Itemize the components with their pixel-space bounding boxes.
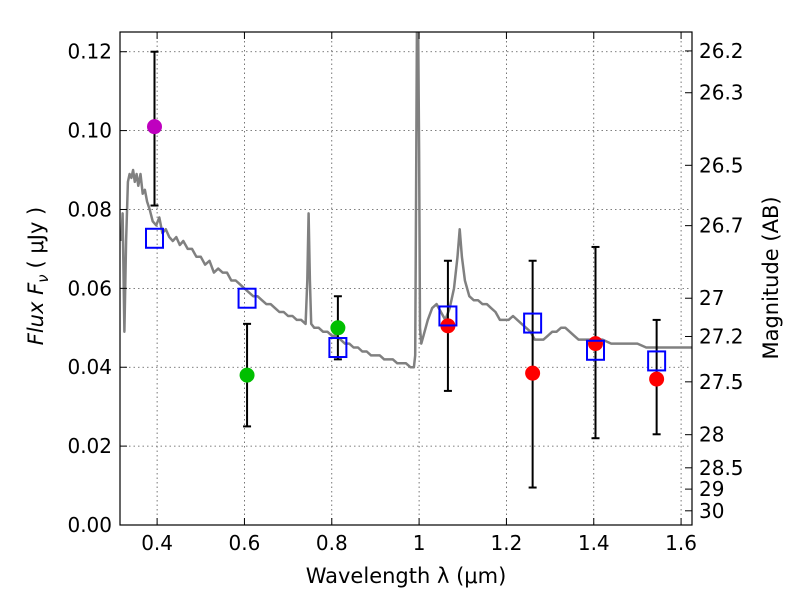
x-tick-label: 1.2 bbox=[491, 531, 523, 555]
observed-point bbox=[588, 336, 604, 352]
x-tick-label: 1.4 bbox=[578, 531, 610, 555]
synthetic-point bbox=[586, 339, 606, 361]
observed-points-layer bbox=[146, 119, 665, 387]
mag-tick-label: 26.3 bbox=[699, 81, 744, 105]
mag-tick-label: 29 bbox=[699, 477, 724, 501]
y-axis-title-main: Flux F bbox=[24, 282, 48, 345]
synthetic-point bbox=[647, 350, 667, 372]
grid-lines bbox=[120, 32, 692, 526]
model-sed-layer bbox=[120, 32, 692, 369]
mag-tick-label: 28.5 bbox=[699, 456, 744, 480]
observed-point bbox=[525, 365, 541, 381]
axis-ticks: 0.4 0.6 0.8 1 1.2 1.4 1.6 0.00 0.02 0.04 0.06 0.08 0… bbox=[67, 32, 744, 555]
mag-tick-label: 27 bbox=[699, 286, 724, 310]
y-tick-label: 0.08 bbox=[67, 197, 112, 221]
error-bars-layer bbox=[150, 50, 661, 489]
observed-point bbox=[146, 119, 162, 135]
y-axis-title-sub: ν bbox=[34, 274, 52, 282]
y-tick-label: 0.06 bbox=[67, 276, 112, 300]
y-tick-label: 0.04 bbox=[67, 355, 112, 379]
synthetic-point bbox=[328, 337, 348, 359]
y-tick-label: 0.12 bbox=[67, 40, 112, 64]
mag-tick-label: 26.7 bbox=[699, 214, 744, 238]
mag-tick-label: 26.5 bbox=[699, 153, 744, 177]
y-tick-label: 0.10 bbox=[67, 119, 112, 143]
mag-tick-label: 30 bbox=[699, 499, 724, 523]
right-axis-title: Magnitude (AB) bbox=[759, 196, 783, 359]
model-sed-line bbox=[120, 32, 692, 369]
synthetic-point bbox=[237, 287, 257, 309]
x-tick-label: 0.6 bbox=[229, 531, 261, 555]
x-tick-label: 1 bbox=[413, 531, 426, 555]
x-axis-title: Wavelength λ (μm) bbox=[306, 564, 507, 588]
x-tick-label: 1.6 bbox=[665, 531, 697, 555]
synthetic-point bbox=[523, 312, 543, 334]
plot-frame bbox=[119, 31, 693, 526]
y-tick-label: 0.00 bbox=[67, 513, 112, 537]
observed-point bbox=[649, 371, 665, 387]
synthetic-points-layer bbox=[144, 227, 667, 372]
y-axis-title-unit: ( μJy ) bbox=[24, 207, 48, 269]
mag-tick-label: 28 bbox=[699, 423, 724, 447]
y-tick-label: 0.02 bbox=[67, 434, 112, 458]
observed-point bbox=[330, 320, 346, 336]
observed-point bbox=[239, 367, 255, 383]
synthetic-point bbox=[144, 227, 164, 249]
synthetic-point bbox=[438, 305, 458, 327]
mag-tick-label: 26.2 bbox=[699, 39, 744, 63]
y-axis-title: Flux Fν ( μJy ) bbox=[24, 207, 52, 346]
mag-tick-label: 27.5 bbox=[699, 370, 744, 394]
x-tick-label: 0.8 bbox=[316, 531, 348, 555]
mag-tick-label: 27.2 bbox=[699, 324, 744, 348]
x-tick-label: 0.4 bbox=[141, 531, 173, 555]
